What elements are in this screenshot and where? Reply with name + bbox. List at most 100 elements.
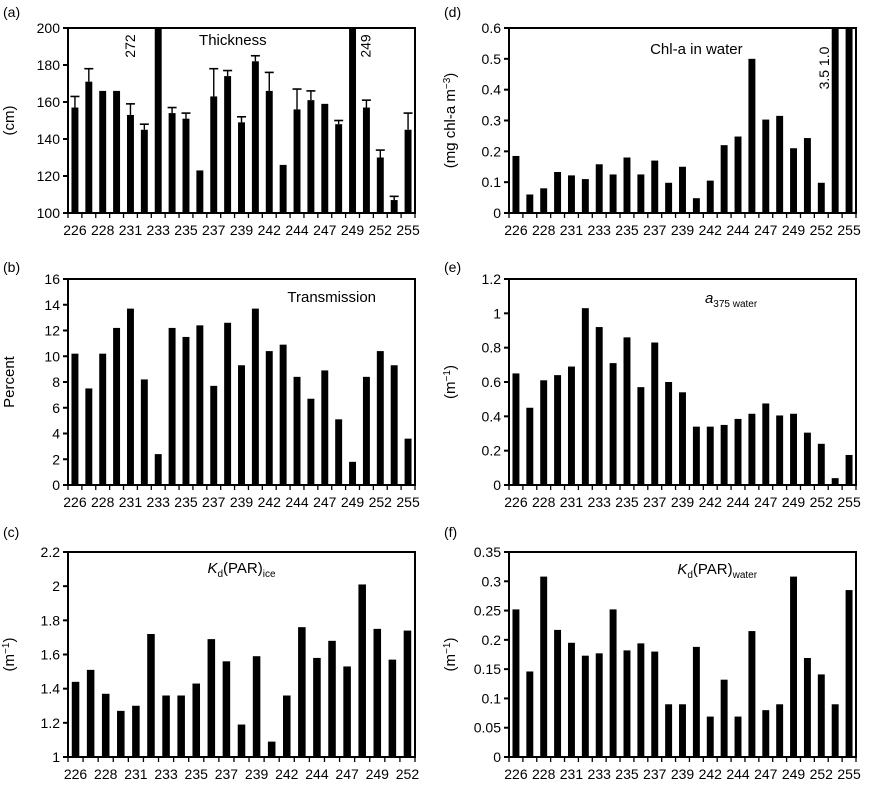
- y-tick-label: 0.5: [482, 51, 502, 67]
- bar: [238, 365, 245, 485]
- y-tick-label: 6: [52, 400, 60, 416]
- x-tick-label: 233: [154, 766, 178, 782]
- y-tick-label: 0: [493, 477, 501, 493]
- bar: [86, 669, 95, 757]
- panel-letter: (d): [444, 4, 461, 20]
- bar: [251, 308, 259, 485]
- x-tick-label: 237: [215, 766, 239, 782]
- bar: [831, 28, 839, 213]
- bar: [776, 704, 784, 757]
- x-tick-label: 242: [699, 766, 723, 782]
- x-tick-label: 247: [754, 494, 778, 510]
- bar: [182, 118, 190, 213]
- bar: [734, 418, 742, 485]
- x-tick-label: 242: [275, 766, 299, 782]
- bar: [581, 655, 589, 757]
- x-tick-label: 247: [754, 222, 778, 238]
- x-tick-label: 239: [245, 766, 269, 782]
- bar: [99, 353, 107, 485]
- bar: [748, 413, 756, 485]
- bar: [358, 584, 366, 757]
- bar: [343, 666, 351, 757]
- bar: [182, 336, 190, 485]
- x-tick-label: 226: [63, 494, 87, 510]
- x-tick-label: 239: [671, 766, 695, 782]
- x-tick-label: 231: [560, 494, 584, 510]
- bar: [803, 432, 811, 485]
- y-tick-label: 0.3: [482, 573, 502, 589]
- bar: [147, 634, 155, 757]
- bar: [117, 710, 125, 757]
- bar: [252, 656, 261, 757]
- x-tick-label: 252: [810, 222, 834, 238]
- y-tick-label: 2: [52, 451, 60, 467]
- bar: [706, 180, 714, 213]
- bar: [168, 327, 176, 485]
- plot-frame: [508, 278, 857, 486]
- y-tick-label: 0.2: [482, 143, 502, 159]
- bar: [665, 182, 673, 213]
- x-tick-label: 226: [504, 222, 528, 238]
- offscale-bar-annotation: 272: [122, 34, 138, 58]
- x-tick-label: 239: [230, 494, 254, 510]
- y-tick-label: 1.2: [482, 271, 502, 287]
- bar: [526, 407, 534, 485]
- bar: [554, 171, 562, 213]
- x-tick-label: 247: [313, 222, 337, 238]
- y-tick-label: 2.2: [41, 544, 61, 560]
- plot-frame: [508, 551, 857, 758]
- x-tick-label: 228: [532, 494, 556, 510]
- bar: [748, 631, 756, 757]
- bar: [706, 716, 714, 757]
- x-tick-label: 228: [91, 494, 115, 510]
- x-tick-label: 237: [202, 222, 226, 238]
- y-tick-label: 0.25: [474, 603, 501, 619]
- bar: [790, 148, 798, 213]
- panel-title: a375 water: [705, 290, 758, 310]
- bar: [192, 683, 201, 757]
- x-tick-label: 247: [313, 494, 337, 510]
- bar: [265, 351, 273, 485]
- bar: [404, 438, 412, 485]
- bar: [207, 639, 216, 757]
- bar: [85, 388, 93, 485]
- bar: [720, 679, 728, 757]
- bar: [71, 681, 80, 757]
- x-tick-label: 249: [782, 222, 806, 238]
- y-tick-label: 140: [37, 131, 61, 147]
- bar: [637, 387, 645, 485]
- x-tick-label: 233: [588, 222, 612, 238]
- panel-f: (f) (m−1) 0 0.05 0.1 0.15 0.2 0.25 0.3 0.35 226 228…: [441, 520, 881, 785]
- bar: [679, 166, 686, 213]
- x-tick-label: 237: [643, 222, 667, 238]
- bar: [362, 107, 370, 213]
- bar: [679, 704, 686, 757]
- y-tick-label: 1.2: [41, 715, 61, 731]
- x-tick-label: 239: [671, 222, 695, 238]
- bar: [651, 651, 659, 757]
- bar: [540, 188, 548, 213]
- bar: [554, 629, 562, 757]
- bar: [595, 164, 603, 213]
- bar: [224, 322, 232, 485]
- y-tick-label: 4: [52, 426, 60, 442]
- panel-title: Thickness: [199, 32, 267, 49]
- bar: [637, 174, 645, 213]
- bar: [222, 661, 231, 757]
- x-tick-label: 235: [615, 494, 639, 510]
- bar: [637, 643, 645, 757]
- bar: [390, 200, 398, 213]
- y-tick-label: 160: [37, 94, 61, 110]
- bar: [140, 129, 148, 213]
- bar: [540, 576, 548, 757]
- x-tick-label: 237: [202, 494, 226, 510]
- bar: [581, 308, 589, 485]
- x-tick-label: 228: [91, 222, 115, 238]
- bar: [388, 659, 397, 757]
- bar: [665, 704, 673, 757]
- bar: [817, 182, 825, 213]
- x-tick-label: 237: [643, 494, 667, 510]
- y-axis-label: (cm): [1, 106, 18, 136]
- bar: [196, 170, 204, 213]
